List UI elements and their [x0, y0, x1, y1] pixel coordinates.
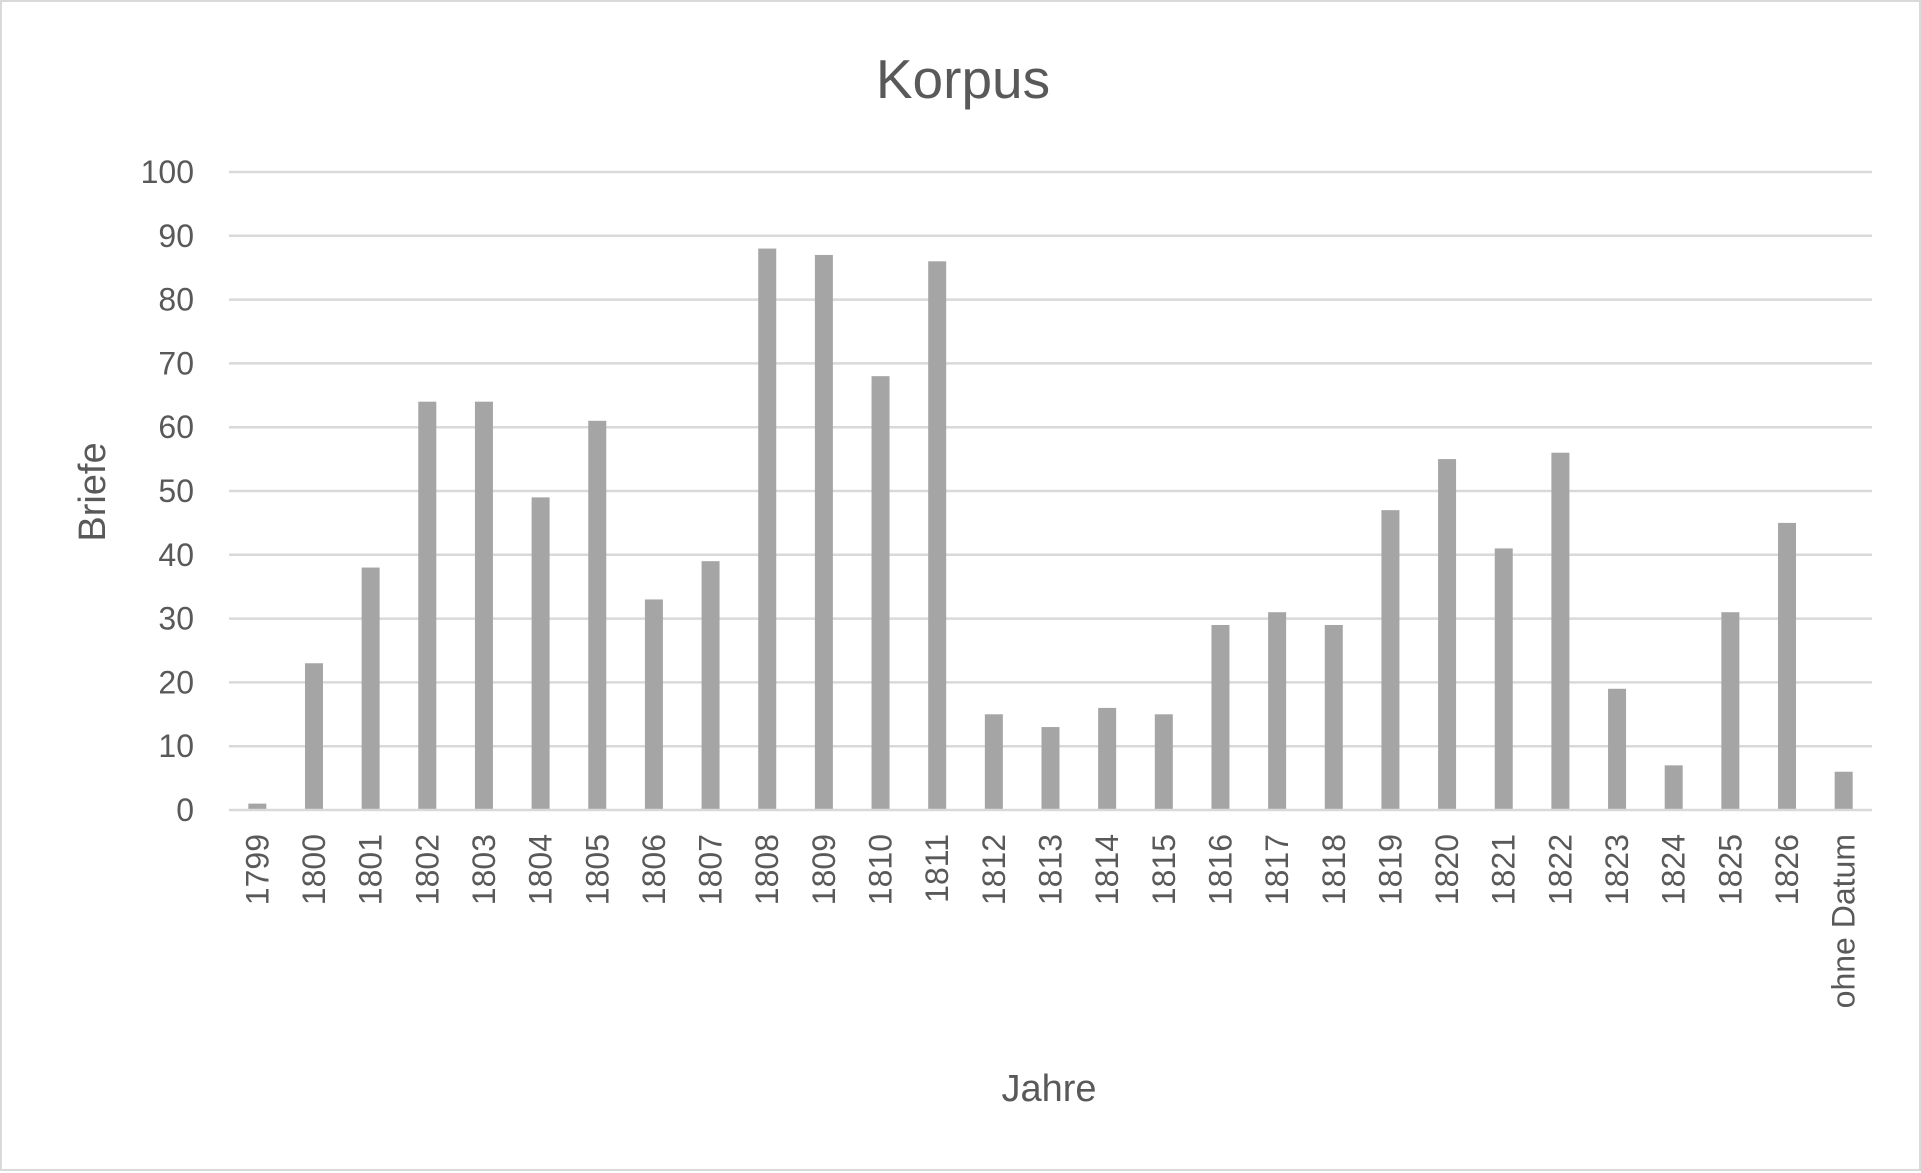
- y-tick-label: 30: [158, 601, 194, 637]
- x-tick-label: 1811: [919, 834, 955, 903]
- x-tick-label: 1825: [1712, 834, 1748, 905]
- x-axis-title: Jahre: [1001, 1068, 1096, 1110]
- x-tick-label: 1805: [579, 834, 615, 905]
- bar-1809: [814, 254, 833, 810]
- bar-1818: [1324, 624, 1343, 810]
- y-tick-label: 90: [158, 218, 194, 254]
- bar-1801: [361, 567, 380, 810]
- x-tick-label: 1822: [1542, 834, 1578, 905]
- y-axis-tick-labels: 0 10 20 30 40 50 60 70 80 90 100: [141, 154, 194, 828]
- y-tick-label: 100: [141, 154, 194, 190]
- y-tick-label: 50: [158, 473, 194, 509]
- bar-1814: [1098, 707, 1117, 810]
- y-tick-label: 60: [158, 409, 194, 445]
- y-tick-label: 70: [158, 345, 194, 381]
- x-tick-label: 1804: [523, 834, 559, 905]
- x-tick-label: ohne Datum: [1826, 834, 1862, 1008]
- bar-1816: [1211, 624, 1230, 810]
- x-axis-tick-labels: 1799 1800 1801 1802 1803 1804 1805 1806 1807 1808…: [239, 834, 1861, 1008]
- x-tick-label: 1826: [1769, 834, 1805, 905]
- bar-1805: [588, 420, 607, 810]
- bar-1804: [531, 497, 550, 810]
- bar-1821: [1494, 548, 1513, 810]
- x-tick-label: 1819: [1372, 834, 1408, 905]
- bar-1802: [418, 401, 437, 810]
- bar-1823: [1608, 688, 1627, 810]
- bar-1825: [1721, 612, 1740, 810]
- bar-1822: [1551, 452, 1570, 810]
- bar-1817: [1268, 612, 1287, 810]
- y-tick-label: 10: [158, 728, 194, 764]
- gridlines: [229, 170, 1872, 748]
- x-tick-label: 1817: [1259, 834, 1295, 905]
- x-tick-label: 1813: [1033, 834, 1069, 905]
- bar-1812: [984, 714, 1003, 810]
- x-tick-label: 1802: [409, 834, 445, 905]
- bar-1807: [701, 561, 720, 810]
- bar-1803: [474, 401, 493, 810]
- y-axis-title: Briefe: [72, 442, 114, 541]
- chart-title: Korpus: [876, 48, 1050, 110]
- x-tick-label: 1820: [1429, 834, 1465, 905]
- bar-1800: [304, 663, 323, 810]
- bar-1799: [248, 803, 267, 810]
- x-tick-label: 1803: [466, 834, 502, 905]
- bar-1808: [758, 248, 777, 810]
- x-tick-label: 1818: [1316, 834, 1352, 905]
- y-tick-label: 80: [158, 282, 194, 318]
- y-tick-label: 40: [158, 537, 194, 573]
- bars: [248, 248, 1853, 810]
- x-tick-label: 1815: [1146, 834, 1182, 905]
- x-tick-label: 1810: [863, 834, 899, 905]
- bar-1819: [1381, 510, 1400, 810]
- x-tick-label: 1800: [296, 834, 332, 905]
- bar-1824: [1664, 765, 1683, 810]
- y-tick-label: 20: [158, 664, 194, 700]
- x-tick-label: 1808: [749, 834, 785, 905]
- x-tick-label: 1823: [1599, 834, 1635, 905]
- bar-1820: [1438, 459, 1457, 810]
- bar-1806: [644, 599, 663, 810]
- bar-1810: [871, 376, 890, 810]
- bar-1813: [1041, 727, 1060, 810]
- x-tick-label: 1816: [1202, 834, 1238, 905]
- x-tick-label: 1807: [693, 834, 729, 905]
- x-tick-label: 1809: [806, 834, 842, 905]
- x-tick-label: 1806: [636, 834, 672, 905]
- x-tick-label: 1824: [1656, 834, 1692, 905]
- bar-1815: [1154, 714, 1173, 810]
- x-tick-label: 1799: [239, 834, 275, 905]
- x-tick-label: 1821: [1486, 834, 1522, 905]
- x-tick-label: 1814: [1089, 834, 1125, 905]
- bar-1811: [928, 261, 947, 810]
- bar-1826: [1778, 522, 1797, 810]
- x-tick-label: 1812: [976, 834, 1012, 905]
- bar-ohne-datum: [1834, 771, 1853, 810]
- y-tick-label: 0: [176, 792, 194, 828]
- x-tick-label: 1801: [353, 834, 389, 905]
